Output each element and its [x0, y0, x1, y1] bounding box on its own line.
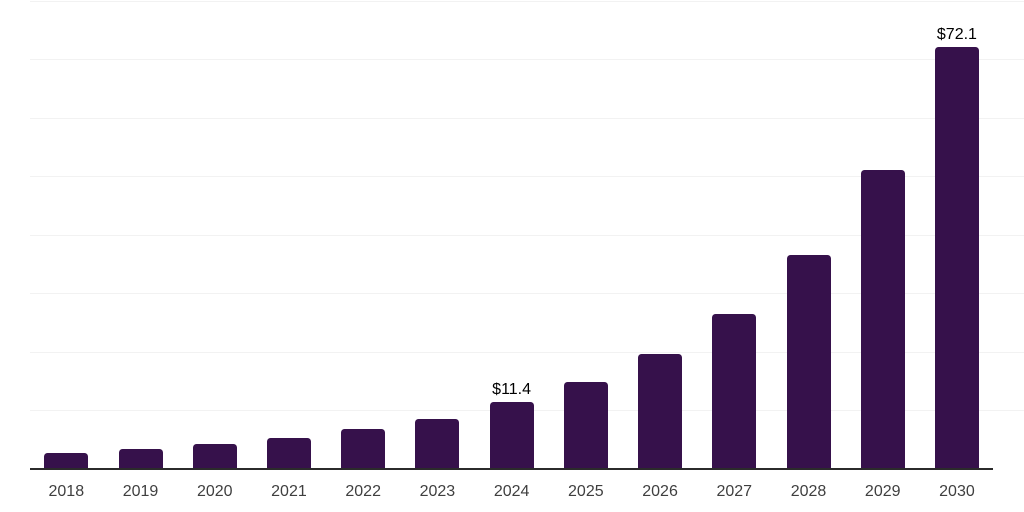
x-tick-label-2022: 2022 [345, 483, 381, 500]
bar-2030 [934, 47, 979, 469]
bar-2019 [118, 448, 163, 469]
x-axis-line [30, 468, 993, 470]
bar-2018 [44, 453, 89, 469]
bar-2023 [415, 419, 460, 469]
x-tick-label-2028: 2028 [790, 483, 827, 500]
value-label-2030: $72.1 [936, 26, 977, 44]
x-tick-label-2026: 2026 [642, 483, 678, 500]
x-tick-label-2030: 2030 [939, 483, 975, 500]
gridline-70 [30, 59, 1024, 60]
gridline-40 [30, 234, 1024, 236]
gridline-30 [30, 293, 1024, 294]
x-tick-label-2020: 2020 [196, 483, 233, 500]
bar-2027 [712, 313, 757, 469]
value-label-2024: $11.4 [492, 381, 532, 399]
x-tick-label-2019: 2019 [122, 483, 159, 500]
bar-2020 [192, 444, 237, 469]
bar-2024 [489, 402, 534, 469]
bar-2021 [266, 438, 311, 469]
x-tick-label-2023: 2023 [419, 483, 456, 500]
x-tick-label-2021: 2021 [271, 483, 307, 500]
gridline-60 [30, 117, 1024, 119]
x-tick-label-2029: 2029 [864, 483, 901, 500]
x-tick-label-2024: 2024 [493, 483, 530, 500]
x-tick-label-2018: 2018 [48, 483, 85, 500]
gridline-20 [30, 351, 1024, 353]
bar-2022 [341, 429, 386, 469]
gridline-80 [30, 0, 1024, 2]
bar-2025 [563, 381, 608, 469]
x-tick-label-2027: 2027 [716, 483, 753, 500]
bar-2028 [786, 254, 831, 469]
bar-2026 [638, 354, 683, 469]
bar-2029 [860, 170, 905, 469]
x-tick-label-2025: 2025 [568, 483, 604, 500]
gridline-50 [30, 176, 1024, 177]
